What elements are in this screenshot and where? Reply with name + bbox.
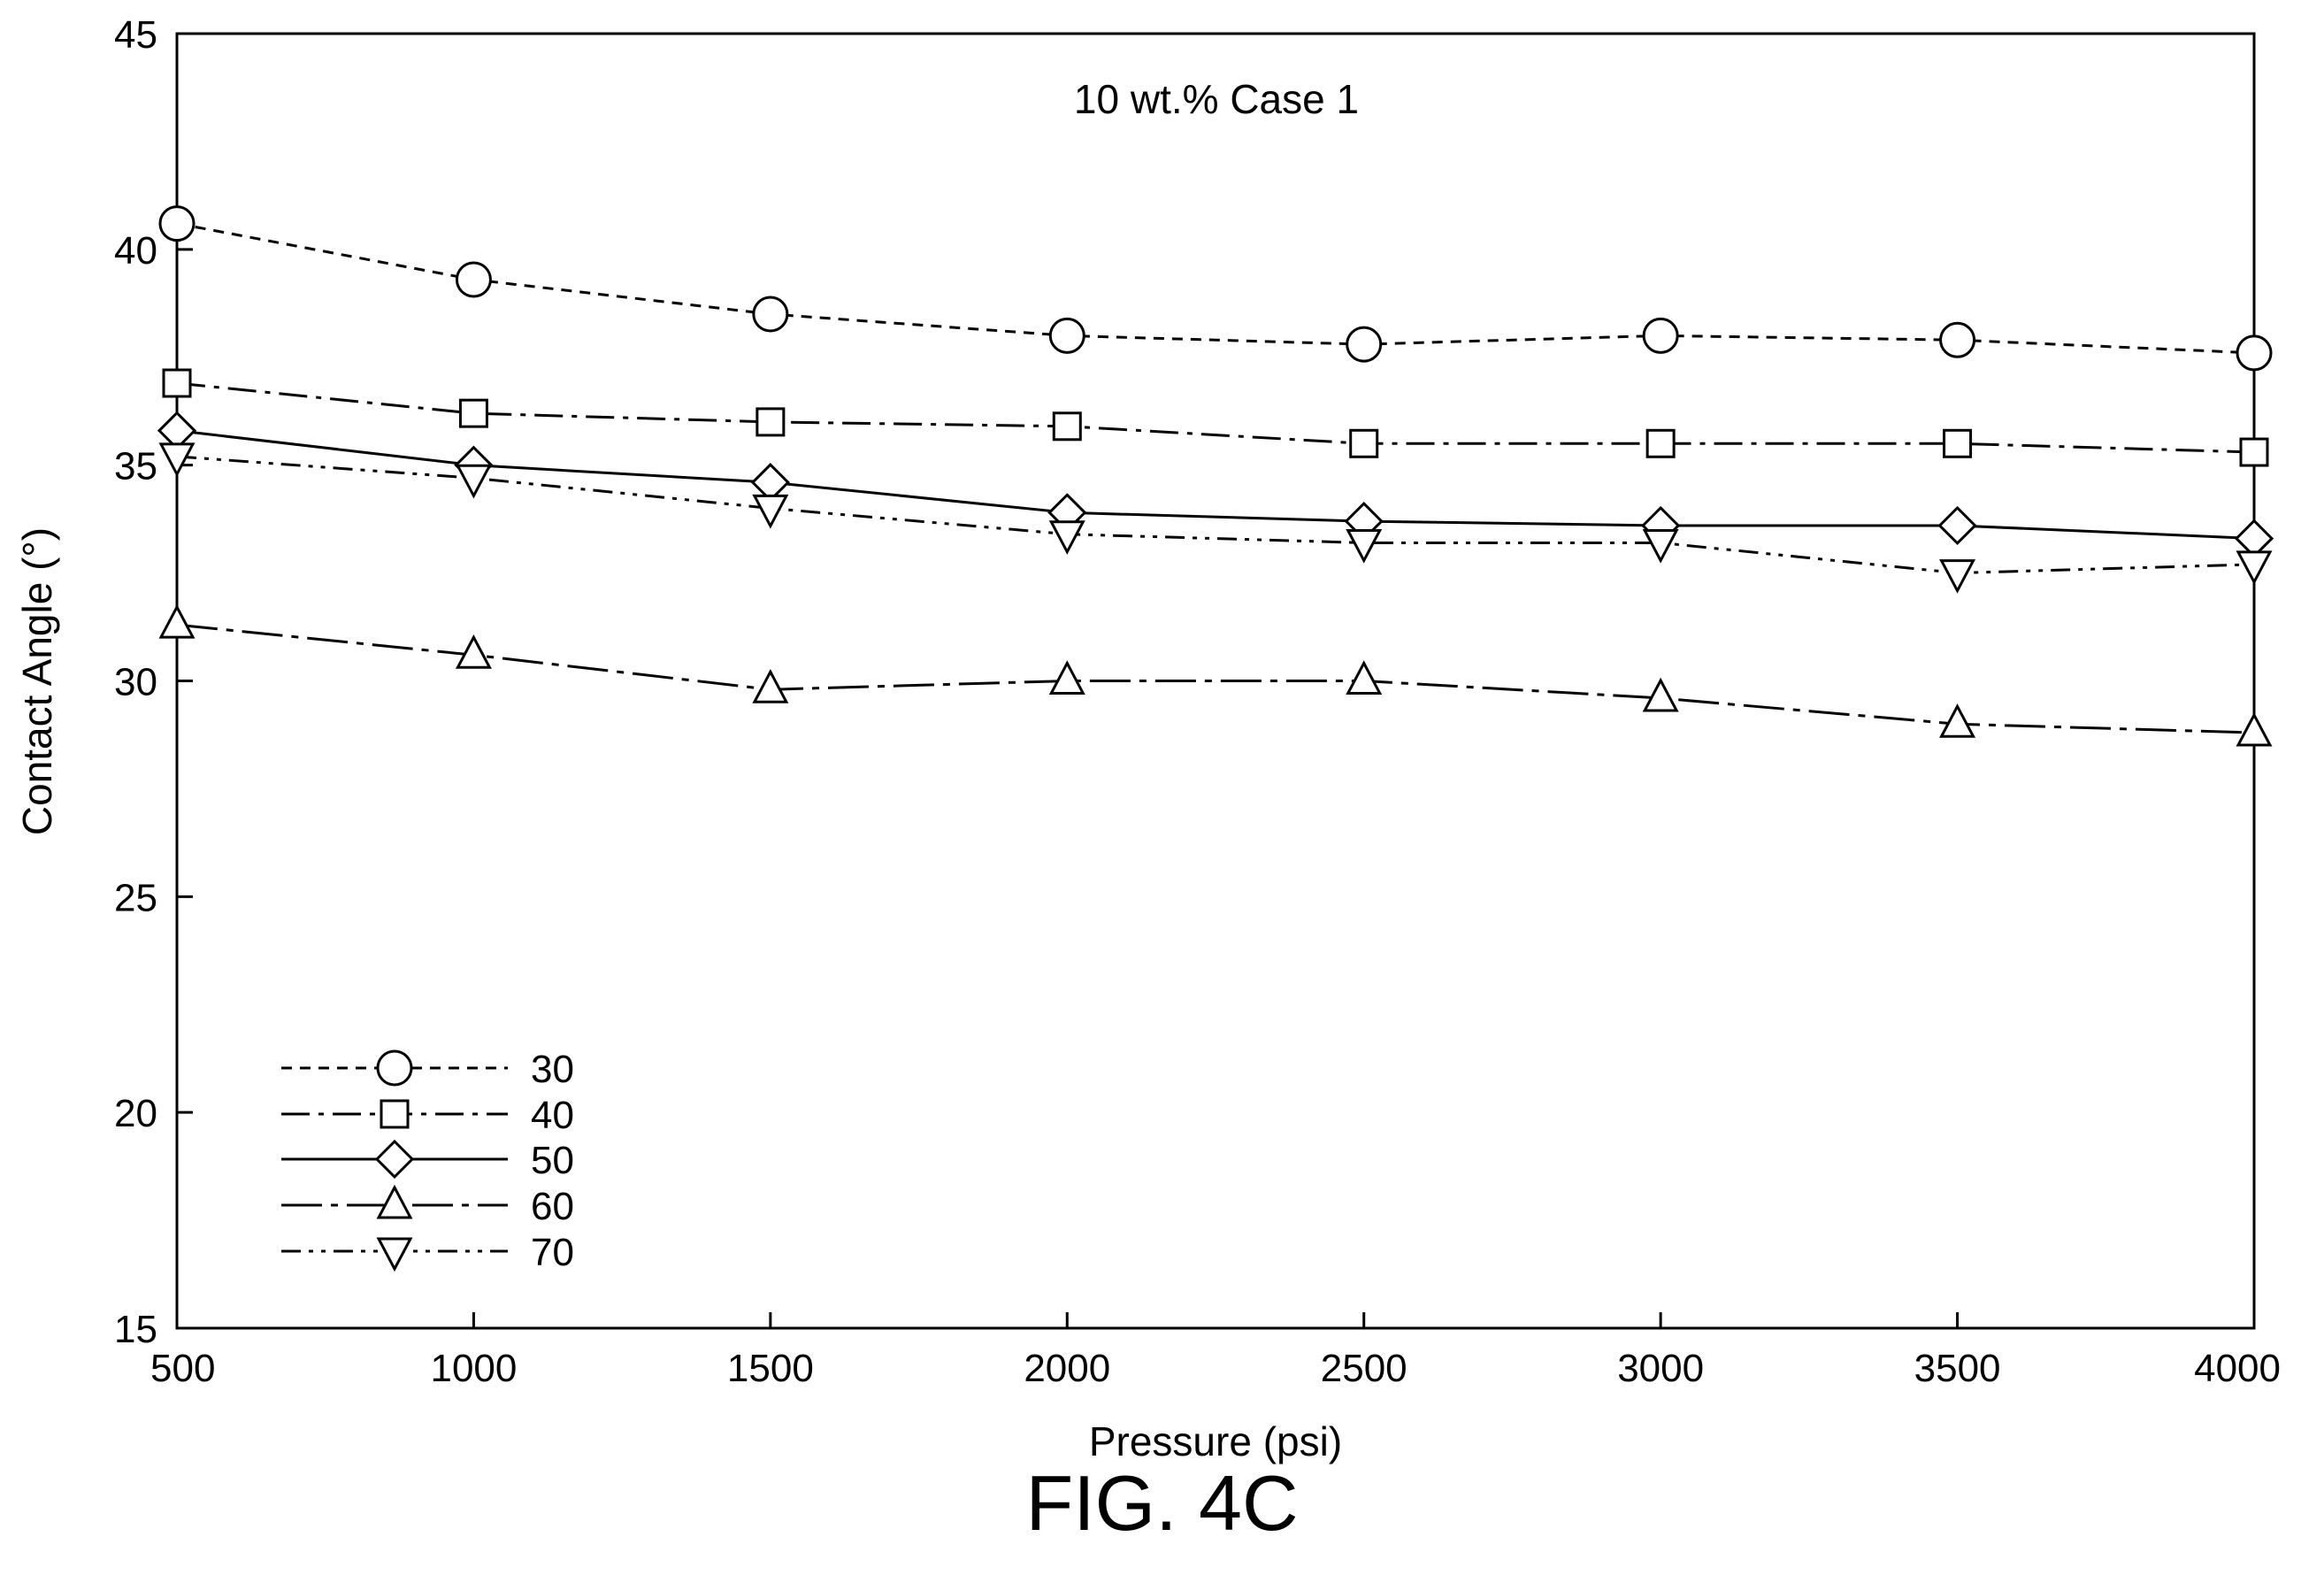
series-60 (158, 603, 2273, 747)
data-point (1052, 411, 1082, 442)
y-axis-label: Contact Angle (°) (14, 527, 60, 835)
data-point (1939, 321, 1976, 358)
data-point (1048, 317, 1085, 354)
legend-entry: 30 (281, 1048, 574, 1091)
series-line (176, 455, 2255, 575)
legend-label: 60 (531, 1185, 574, 1228)
y-tick-label: 45 (114, 13, 157, 57)
legend-marker (376, 1049, 413, 1087)
data-point (2236, 711, 2273, 747)
y-tick-label: 25 (114, 876, 157, 919)
data-point (455, 634, 492, 669)
data-point (1642, 528, 1679, 564)
data-point (455, 464, 492, 499)
legend-marker (376, 1184, 413, 1219)
data-point (752, 669, 789, 703)
data-point (1645, 428, 1676, 458)
data-point (1939, 559, 1976, 594)
data-point (1937, 505, 1977, 546)
data-point (1048, 660, 1085, 695)
data-point (1349, 428, 1379, 458)
legend-label: 50 (531, 1139, 574, 1182)
data-point (1346, 660, 1383, 695)
data-point (158, 603, 196, 639)
y-tick-label: 35 (114, 445, 157, 488)
x-tick-label: 2500 (1321, 1347, 1407, 1390)
legend-entry: 40 (281, 1094, 574, 1137)
data-point (1939, 703, 1976, 738)
x-axis: 500 1000 1500 2000 2500 3000 3500 4000 (150, 1312, 2281, 1390)
data-point (158, 442, 196, 478)
y-tick-label: 40 (114, 229, 157, 273)
data-point (1642, 677, 1679, 712)
series-line (176, 429, 2255, 541)
x-tick-label: 1500 (727, 1347, 814, 1390)
data-point (1642, 317, 1679, 354)
series-line (176, 623, 2255, 734)
data-point (1943, 428, 1973, 458)
data-point (158, 205, 196, 242)
data-point (458, 398, 488, 428)
x-tick-label: 1000 (430, 1347, 517, 1390)
x-tick-label: 2000 (1024, 1347, 1110, 1390)
series-30 (158, 205, 2273, 372)
data-point (2239, 437, 2269, 467)
series-line (176, 381, 2255, 454)
legend-entry: 70 (281, 1231, 574, 1274)
data-point (2236, 550, 2273, 586)
y-axis: 15 20 25 30 35 40 45 (114, 13, 193, 1351)
data-point (162, 368, 192, 398)
series-layer (157, 205, 2274, 747)
data-point (1346, 326, 1383, 363)
data-point (752, 494, 789, 529)
legend-label: 70 (531, 1231, 574, 1274)
y-tick-label: 15 (114, 1308, 157, 1351)
figure-label: FIG. 4C (1025, 1459, 1299, 1547)
legend-entry: 60 (281, 1184, 574, 1228)
data-point (752, 296, 789, 333)
y-tick-label: 20 (114, 1092, 157, 1135)
x-tick-label: 500 (150, 1347, 215, 1390)
chart-title: 10 wt.% Case 1 (1074, 76, 1359, 122)
data-point (1048, 520, 1085, 555)
legend-marker (380, 1099, 410, 1129)
series-70 (158, 442, 2273, 594)
data-point (755, 407, 786, 437)
series-40 (162, 368, 2269, 467)
legend-label: 40 (531, 1094, 574, 1137)
y-tick-label: 30 (114, 661, 157, 704)
data-point (1346, 528, 1383, 564)
data-point (2236, 334, 2273, 372)
data-point (455, 261, 492, 298)
legend-label: 30 (531, 1048, 574, 1091)
x-tick-label: 3000 (1617, 1347, 1704, 1390)
legend-marker (374, 1139, 415, 1180)
series-line (176, 222, 2255, 355)
plot-frame (175, 32, 2256, 1330)
x-tick-label: 3500 (1914, 1347, 2001, 1390)
legend-marker (376, 1237, 413, 1272)
x-axis-label: Pressure (psi) (1089, 1418, 1342, 1464)
legend-entry: 50 (281, 1139, 574, 1182)
x-tick-label: 4000 (2194, 1347, 2281, 1390)
